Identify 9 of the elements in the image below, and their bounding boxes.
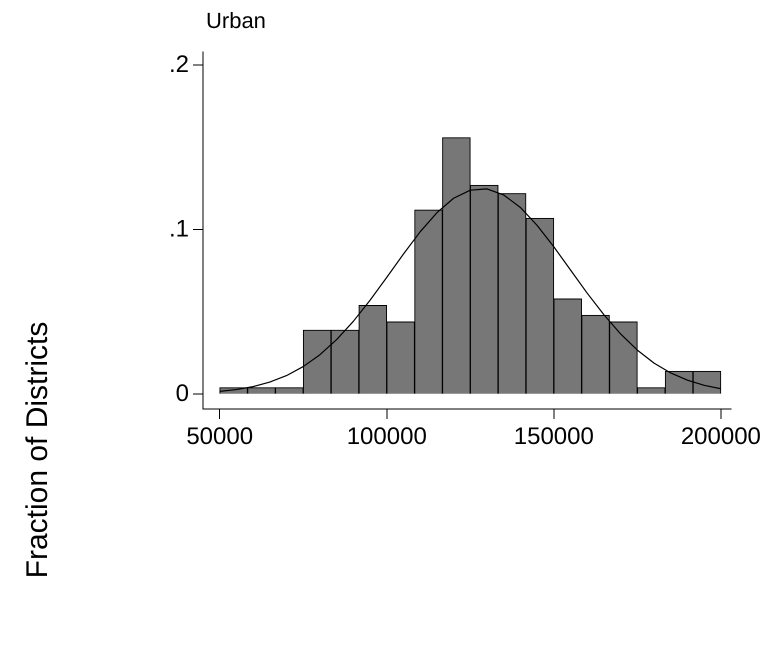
x-tick-label: 50000	[186, 423, 254, 450]
y-tick-label: .2	[168, 50, 189, 78]
x-tick-label: 100000	[346, 423, 427, 450]
x-tick-label: 150000	[514, 423, 594, 450]
y-axis-title: Fraction of Districts	[21, 322, 55, 578]
y-tick-label: .1	[168, 215, 189, 242]
y-tick-label: 0	[176, 380, 189, 407]
x-tick-label: 200000	[680, 423, 761, 450]
chart-title: Urban	[206, 8, 266, 34]
